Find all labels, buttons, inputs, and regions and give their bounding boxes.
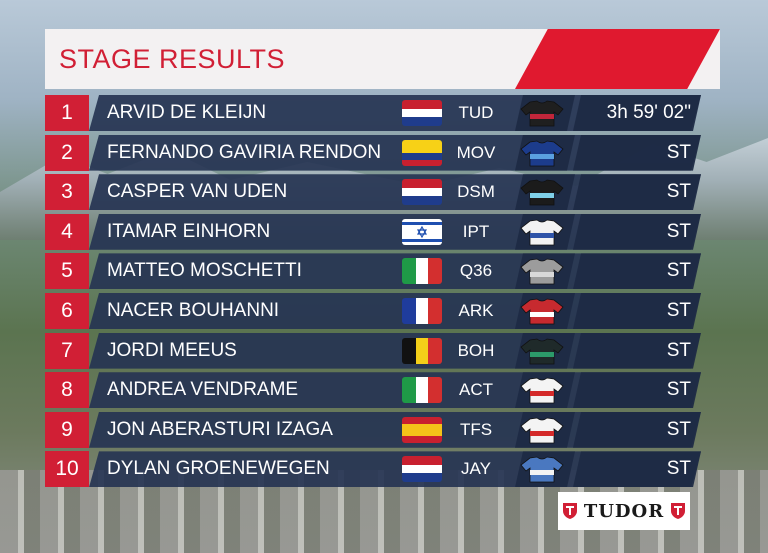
finish-time: ST	[666, 260, 691, 282]
finish-time: ST	[666, 379, 691, 401]
finish-time: ST	[666, 339, 691, 361]
tudor-shield-icon	[671, 503, 686, 519]
position-number: 5	[45, 253, 89, 290]
team-code: DSM	[457, 182, 495, 202]
finish-time: ST	[666, 458, 691, 480]
position-number: 8	[45, 372, 89, 409]
time-cell	[573, 451, 701, 487]
team-code: ACT	[459, 380, 493, 400]
israel-flag-icon	[402, 218, 442, 245]
team-jersey-icon	[520, 377, 564, 404]
france-flag-icon	[402, 298, 442, 324]
table-row: 5 MATTEO MOSCHETTI Q36 ST	[45, 253, 705, 290]
rider-name: ITAMAR EINHORN	[107, 220, 271, 242]
table-row: 10 DYLAN GROENEWEGEN JAY ST	[45, 451, 705, 488]
team-code: TUD	[458, 103, 494, 122]
finish-time: ST	[666, 141, 691, 163]
netherlands-flag-icon	[402, 456, 442, 483]
rider-name: FERNANDO GAVIRIA RENDON	[107, 141, 382, 163]
position-number: 4	[45, 213, 89, 250]
finish-time: ST	[666, 181, 691, 203]
finish-time: ST	[666, 300, 691, 321]
time-cell	[573, 412, 701, 448]
team-code: JAY	[461, 459, 491, 479]
position-number: 6	[45, 293, 89, 329]
team-jersey-icon	[520, 338, 564, 365]
finish-time: 3h 59' 02"	[606, 102, 691, 123]
table-row: 4 ITAMAR EINHORN IPT ST	[45, 213, 705, 250]
team-jersey-icon	[520, 140, 564, 167]
sponsor-logo: TUDOR	[558, 492, 690, 530]
team-jersey-icon	[520, 219, 564, 246]
team-code: MOV	[456, 142, 496, 162]
team-code: TFS	[459, 419, 493, 439]
tudor-shield-icon	[562, 503, 577, 519]
time-cell	[573, 135, 701, 171]
italy-flag-icon	[402, 258, 442, 285]
team-jersey-icon	[520, 258, 564, 285]
rider-name: JORDI MEEUS	[107, 339, 237, 361]
team-code: BOH	[457, 340, 495, 360]
team-jersey-icon	[520, 100, 564, 127]
team-code: ARK	[458, 301, 494, 320]
position-number: 1	[45, 95, 89, 131]
finish-time: ST	[666, 418, 691, 440]
rider-name: MATTEO MOSCHETTI	[107, 260, 302, 282]
table-row: 7 JORDI MEEUS BOH ST	[45, 332, 705, 369]
team-code: IPT	[462, 221, 490, 241]
team-jersey-icon	[520, 298, 564, 325]
position-number: 3	[45, 174, 89, 211]
table-row: 3 CASPER VAN UDEN DSM ST	[45, 174, 705, 211]
position-number: 2	[45, 134, 89, 171]
time-cell	[573, 253, 701, 289]
team-code: Q36	[459, 261, 493, 281]
table-row: 1 ARVID DE KLEIJN TUD 3h 59' 02"	[45, 95, 705, 131]
rider-name: ANDREA VENDRAME	[107, 379, 299, 401]
title-accent	[515, 29, 720, 89]
time-cell	[573, 333, 701, 369]
position-number: 7	[45, 332, 89, 369]
page-title: STAGE RESULTS	[59, 44, 286, 74]
position-number: 10	[45, 451, 89, 488]
belgium-flag-icon	[402, 337, 442, 364]
colombia-flag-icon	[402, 139, 442, 166]
rider-name: ARVID DE KLEIJN	[107, 102, 267, 123]
rider-name: CASPER VAN UDEN	[107, 181, 288, 203]
sponsor-name: TUDOR	[583, 500, 665, 522]
finish-time: ST	[666, 220, 691, 242]
rider-name: NACER BOUHANNI	[107, 300, 280, 321]
table-row: 8 ANDREA VENDRAME ACT ST	[45, 372, 705, 409]
netherlands-flag-icon	[402, 100, 442, 126]
spain-flag-icon	[402, 416, 442, 443]
time-cell	[573, 174, 701, 210]
team-jersey-icon	[520, 456, 564, 483]
italy-flag-icon	[402, 377, 442, 404]
stage-results-panel: STAGE RESULTS 1 ARVID DE KLEIJN TUD 3h 59' …	[45, 29, 720, 549]
table-row: 9 JON ABERASTURI IZAGA TFS ST	[45, 411, 705, 448]
time-cell	[573, 214, 701, 250]
rider-name: JON ABERASTURI IZAGA	[107, 418, 333, 440]
time-cell	[573, 95, 701, 131]
table-row: 2 FERNANDO GAVIRIA RENDON MOV ST	[45, 134, 705, 171]
position-number: 9	[45, 411, 89, 448]
table-row: 6 NACER BOUHANNI ARK ST	[45, 293, 705, 329]
netherlands-flag-icon	[402, 179, 442, 206]
team-jersey-icon	[520, 179, 564, 206]
team-jersey-icon	[520, 417, 564, 444]
time-cell	[573, 293, 701, 329]
time-cell	[573, 372, 701, 408]
rider-name: DYLAN GROENEWEGEN	[107, 458, 330, 480]
